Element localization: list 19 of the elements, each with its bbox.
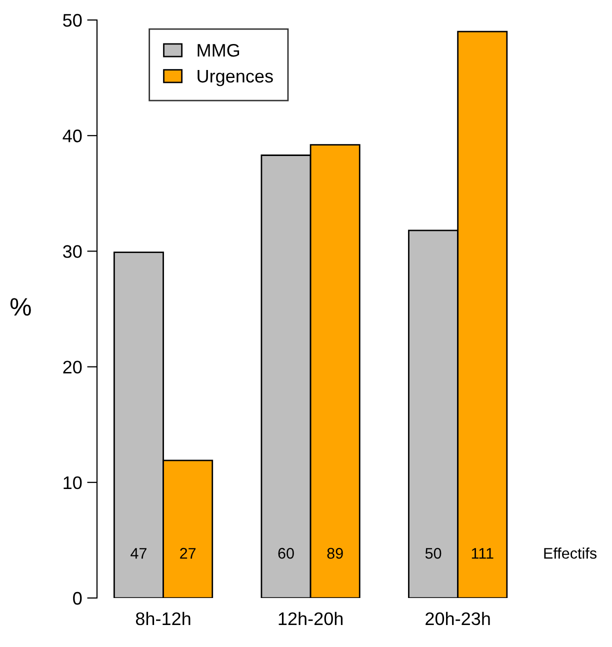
y-tick-label: 0 (73, 592, 82, 605)
y-tick-label: 20 (63, 360, 82, 374)
legend-label: Urgences (198, 70, 273, 86)
annotation: 60 (278, 548, 294, 559)
y-tick-label: 10 (64, 476, 82, 490)
y-tick-label: 40 (62, 130, 82, 142)
annotation: 27 (180, 548, 196, 559)
y-tick-label: 30 (63, 245, 82, 258)
annotation: 47 (130, 548, 146, 559)
x-tick-label: 12h-20h (278, 612, 343, 626)
x-tick-label: 20h-23h (426, 612, 490, 626)
x-tick-label: 8h-12h (136, 612, 190, 626)
annotation: 89 (327, 548, 343, 559)
y-axis-title: % (10, 298, 31, 316)
annotation: 50 (425, 548, 442, 559)
legend-label: MMG (198, 44, 240, 57)
y-tick-label: 50 (63, 14, 82, 27)
annotation: 111 (472, 548, 494, 559)
text: Effectifs (544, 548, 597, 559)
